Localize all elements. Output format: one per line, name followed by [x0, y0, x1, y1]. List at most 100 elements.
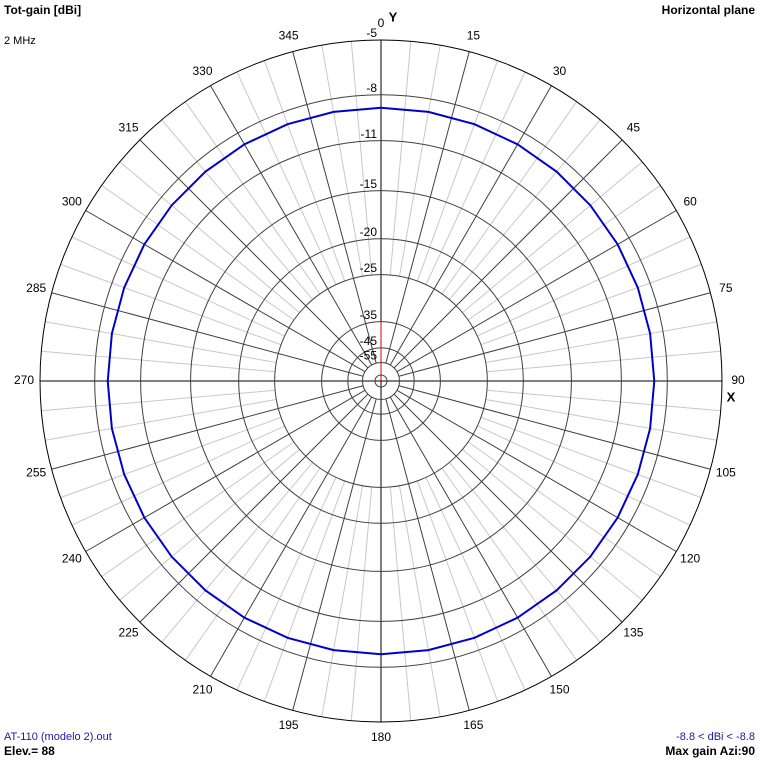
- spoke: [85, 389, 366, 552]
- angle-tick-label: 75: [719, 281, 733, 295]
- center-ring: [374, 374, 388, 388]
- spoke: [462, 161, 643, 314]
- spoke: [263, 60, 346, 282]
- spoke: [71, 236, 285, 337]
- spoke: [462, 448, 643, 601]
- spoke: [119, 161, 300, 314]
- spoke: [51, 292, 364, 377]
- spoke: [480, 416, 702, 499]
- r-tick-label: -8: [366, 81, 377, 95]
- spoke: [396, 389, 677, 552]
- angle-tick-label: 165: [463, 718, 483, 732]
- spoke: [389, 41, 412, 276]
- chart-title: Tot-gain [dBi]: [4, 3, 81, 17]
- spoke: [398, 385, 711, 470]
- r-tick-label: -5: [366, 26, 377, 40]
- ring: [190, 190, 572, 572]
- spoke: [71, 425, 285, 526]
- spoke: [467, 441, 661, 577]
- angle-tick-label: 135: [623, 626, 643, 640]
- spoke: [485, 398, 717, 441]
- spoke: [425, 477, 526, 691]
- spoke: [321, 45, 364, 277]
- ring: [321, 321, 441, 441]
- spoke: [350, 41, 373, 276]
- angle-tick-label: 270: [14, 373, 34, 387]
- spoke: [480, 263, 702, 346]
- angle-tick-label: 240: [62, 552, 82, 566]
- r-tick-label: -35: [360, 308, 378, 322]
- spoke: [416, 60, 499, 282]
- spoke: [416, 480, 499, 702]
- spoke: [85, 210, 366, 373]
- spoke: [45, 398, 277, 441]
- ring: [347, 347, 415, 415]
- angle-tick-label: 15: [467, 28, 481, 42]
- spoke: [41, 389, 276, 412]
- ring: [238, 238, 524, 524]
- max-gain: Max gain Azi:90: [665, 744, 755, 758]
- angle-tick-label: 210: [192, 682, 212, 696]
- spoke: [486, 389, 721, 412]
- spoke: [101, 185, 295, 321]
- angle-tick-label: 0: [378, 16, 385, 30]
- spoke: [441, 101, 577, 295]
- spoke: [321, 485, 364, 717]
- spoke: [139, 393, 369, 623]
- file-name: AT-110 (modelo 2).out: [4, 731, 112, 743]
- r-tick-label: -55: [360, 349, 378, 363]
- spoke: [139, 139, 369, 369]
- spoke: [477, 236, 691, 337]
- spoke: [485, 321, 717, 364]
- ring: [94, 94, 668, 668]
- ring: [361, 361, 401, 401]
- angle-tick-label: 150: [549, 682, 569, 696]
- spoke: [60, 416, 282, 499]
- angle-tick-label: 180: [371, 730, 391, 744]
- spoke: [467, 185, 661, 321]
- angle-tick-label: 30: [553, 64, 567, 78]
- spoke: [393, 139, 623, 369]
- r-tick-label: -20: [360, 225, 378, 239]
- spoke: [236, 71, 337, 285]
- spoke: [210, 85, 373, 366]
- spoke: [486, 350, 721, 373]
- spoke: [441, 467, 577, 661]
- spoke: [51, 385, 364, 470]
- angle-tick-label: 105: [716, 466, 736, 480]
- angle-tick-label: 60: [683, 195, 697, 209]
- spoke: [398, 45, 441, 277]
- plane-label: Horizontal plane: [662, 3, 756, 17]
- spoke: [45, 321, 277, 364]
- spoke: [236, 477, 337, 691]
- spoke: [398, 292, 711, 377]
- spoke: [389, 396, 552, 677]
- r-tick-label: -15: [360, 177, 378, 191]
- angle-tick-label: 300: [62, 195, 82, 209]
- spoke: [119, 448, 300, 601]
- ring: [140, 140, 622, 622]
- spoke: [448, 119, 601, 300]
- spoke: [161, 462, 314, 643]
- spoke: [210, 396, 373, 677]
- spoke: [398, 485, 441, 717]
- spoke: [185, 101, 321, 295]
- angle-tick-label: 195: [279, 718, 299, 732]
- r-tick-label: -11: [361, 127, 378, 141]
- r-tick-label: -45: [360, 334, 378, 348]
- spoke: [101, 441, 295, 577]
- spoke: [185, 467, 321, 661]
- spoke: [60, 263, 282, 346]
- spoke: [385, 398, 470, 711]
- spoke: [41, 350, 276, 373]
- elevation: Elev.= 88: [4, 744, 55, 758]
- y-axis-label: Y: [389, 9, 398, 24]
- ring: [274, 274, 488, 488]
- spoke: [477, 425, 691, 526]
- x-axis-label: X: [727, 389, 736, 404]
- spoke: [393, 393, 623, 623]
- spoke: [161, 119, 314, 300]
- angle-tick-label: 225: [119, 626, 139, 640]
- spoke: [292, 51, 377, 364]
- spoke: [389, 486, 412, 721]
